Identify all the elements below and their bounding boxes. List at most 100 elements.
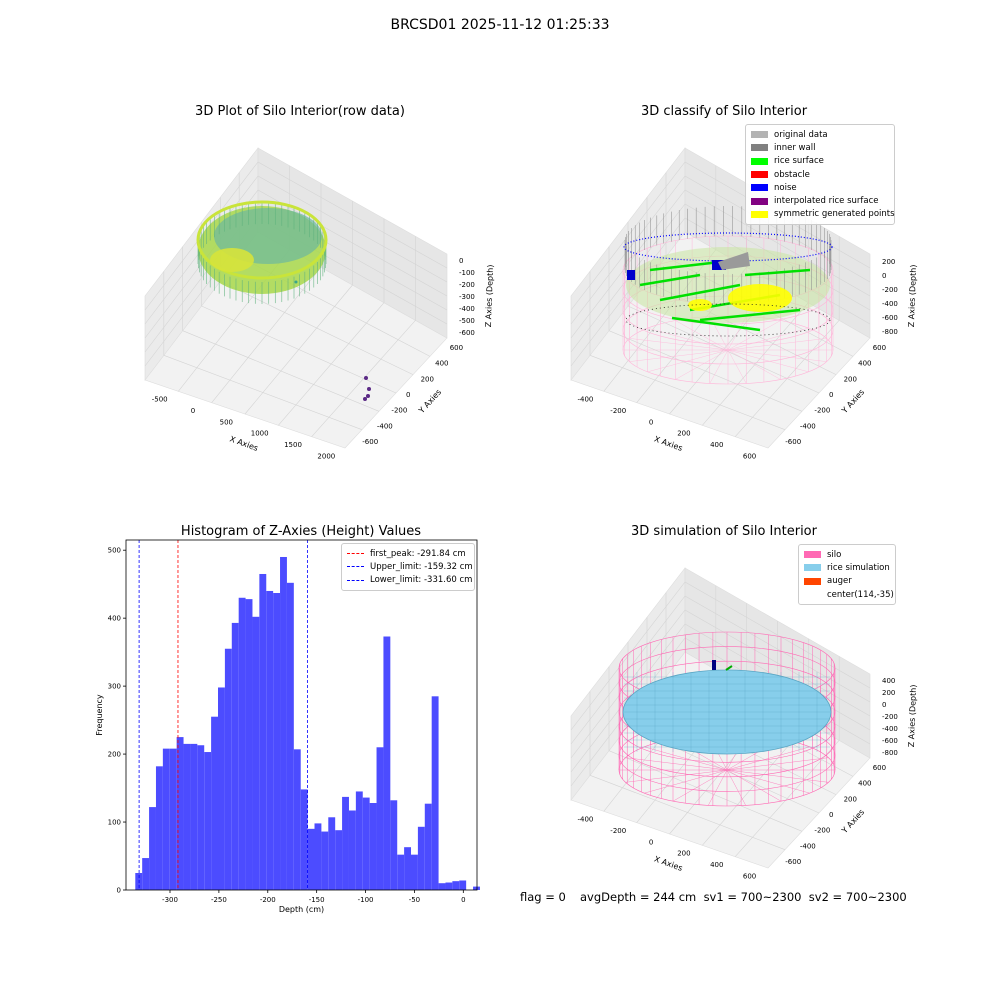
histogram-bar <box>183 743 191 890</box>
legend-entry: rice simulation <box>804 561 890 574</box>
y-axis-label: Y Axies <box>839 388 866 416</box>
legend-label: rice surface <box>774 156 824 167</box>
histogram-bar <box>383 636 391 890</box>
legend-label: first_peak: -291.84 cm <box>370 548 466 559</box>
histogram-bar <box>459 880 467 890</box>
y-tick-label: -200 <box>814 827 830 835</box>
histogram-title: Histogram of Z-Axies (Height) Values <box>180 524 422 539</box>
histogram-bar <box>142 858 150 890</box>
histogram-bar <box>224 648 232 890</box>
classify-symmetric-points <box>728 284 792 312</box>
classify-inner-wall <box>718 252 750 270</box>
legend-label: Lower_limit: -331.60 cm <box>370 575 473 586</box>
sim-rice-surface <box>622 669 832 755</box>
classify-symmetric-points <box>688 299 712 311</box>
x-tick-label: 1000 <box>251 430 269 438</box>
grid-line <box>603 249 717 392</box>
y-tick-label: 600 <box>873 344 886 352</box>
x-tick-label: -150 <box>309 896 325 904</box>
classify-silo-ring <box>622 275 834 345</box>
histogram-bar <box>431 696 439 890</box>
histogram-bar <box>218 687 225 890</box>
x-tick-label: -400 <box>577 816 593 824</box>
sim-silo-spoke <box>644 769 728 794</box>
z-tick-label: -100 <box>459 269 475 277</box>
sim-auger <box>725 665 733 671</box>
legend-entry: center(114,-35) <box>804 588 894 601</box>
x-tick-label: -50 <box>409 896 420 904</box>
grid-line <box>665 676 854 777</box>
grid-line <box>702 722 809 846</box>
legend-label: original data <box>774 129 828 140</box>
histogram-bar <box>452 881 460 890</box>
avg-depth-text: avgDepth = 244 cm sv1 = 700~2300 sv2 = 7… <box>580 890 907 904</box>
classify-rice-surface <box>639 273 701 287</box>
legend-swatch <box>804 577 821 585</box>
classify-silo-spoke <box>629 338 729 351</box>
sim-silo-spoke <box>672 738 728 771</box>
grid-line <box>684 637 871 745</box>
z-tick-label: -600 <box>882 737 898 745</box>
z-tick-label: -200 <box>882 286 898 294</box>
histogram-bar <box>149 807 156 890</box>
grid-line <box>244 284 353 415</box>
x-tick-label: -200 <box>260 896 276 904</box>
x-tick-label: -200 <box>610 407 626 415</box>
grid-line <box>144 161 259 311</box>
grid-line <box>570 595 686 745</box>
grid-line <box>220 281 414 375</box>
raw-outlier-point <box>364 376 368 380</box>
grid-line <box>734 740 840 857</box>
classify-silo-spoke <box>727 349 781 380</box>
left-pane <box>570 147 686 381</box>
histogram-bar <box>231 622 239 890</box>
raw-outlier-point <box>366 394 370 398</box>
histogram-bar <box>376 747 384 890</box>
legend-swatch <box>347 566 364 568</box>
legend-entry: auger <box>804 575 890 588</box>
x-tick-label: -300 <box>162 896 178 904</box>
legend-label: rice simulation <box>827 562 890 573</box>
histogram-bar <box>211 716 219 890</box>
y-tick-label: 0 <box>829 391 833 399</box>
histogram-bar <box>342 796 349 890</box>
x-tick-label: -400 <box>577 396 593 404</box>
y-tick-label: 0 <box>117 887 121 895</box>
sim-silo-spoke <box>726 769 829 783</box>
classify-noise-cluster <box>712 260 726 270</box>
z-tick-label: 200 <box>882 689 895 697</box>
z-tick-label: -600 <box>882 314 898 322</box>
histogram-bar <box>135 873 143 890</box>
histogram-bar <box>314 823 322 890</box>
sim-silo-spoke <box>625 769 728 783</box>
histogram-bar <box>197 745 205 890</box>
histogram-bar <box>321 831 329 890</box>
histogram-bar <box>417 826 425 890</box>
z-tick-label: 400 <box>882 677 895 685</box>
legend-swatch <box>751 210 768 218</box>
classify-silo-spoke <box>727 327 809 351</box>
y-tick-label: 200 <box>844 375 857 383</box>
legend-entry: Upper_limit: -159.32 cm <box>347 560 473 573</box>
y-tick-label: 200 <box>108 751 121 759</box>
z-tick-label: -200 <box>882 713 898 721</box>
z-tick-label: 0 <box>882 701 886 709</box>
x-tick-label: 400 <box>710 441 723 449</box>
z-tick-label: -200 <box>459 281 475 289</box>
x-tick-label: 500 <box>220 418 233 426</box>
classify-silo-spoke <box>675 349 729 380</box>
legend-label: noise <box>774 182 797 193</box>
grid-line <box>570 217 686 367</box>
grid-line <box>570 637 686 787</box>
x-tick-label: 200 <box>677 430 690 438</box>
grid-line <box>144 189 259 339</box>
sim-silo-ring <box>618 660 836 734</box>
sim-silo-spoke <box>726 738 782 771</box>
floor-pane <box>570 651 871 869</box>
histogram-bar <box>390 800 398 890</box>
sim-silo-spoke <box>726 769 810 794</box>
legend-label: symmetric generated points <box>774 209 895 220</box>
classify-wall-base <box>625 303 831 337</box>
y-tick-label: 600 <box>450 344 463 352</box>
y-tick-label: -400 <box>800 842 816 850</box>
